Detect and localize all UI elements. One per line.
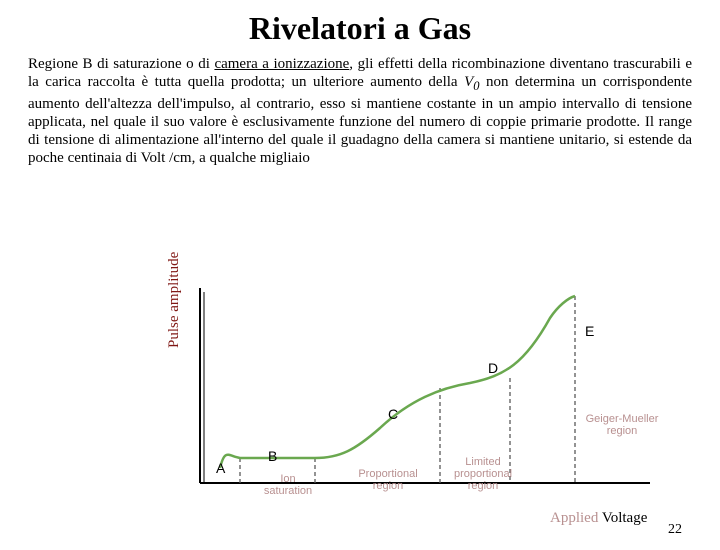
body-paragraph: Regione B di saturazione o di camera a i… xyxy=(28,55,692,168)
label-E: E xyxy=(585,323,594,339)
x-axis-label: Applied Voltage xyxy=(550,510,647,527)
xlabel-applied: Applied xyxy=(550,510,602,526)
region-limited-prop: Limited proportional region xyxy=(448,456,518,492)
text-a: Regione B di saturazione o di xyxy=(28,56,214,72)
region-proportional: Proportional region xyxy=(348,468,428,492)
xlabel-voltage: Voltage xyxy=(602,510,648,526)
label-C: C xyxy=(388,406,398,422)
v0-symbol: V xyxy=(464,74,473,90)
region-ion-saturation: Ion saturation xyxy=(260,473,316,497)
pulse-amplitude-chart: Pulse amplitude A B C D E Ion saturation… xyxy=(180,288,690,540)
label-A: A xyxy=(216,460,225,476)
response-curve xyxy=(220,296,575,468)
y-axis-label: Pulse amplitude xyxy=(166,252,183,348)
chart-svg xyxy=(180,288,690,518)
region-geiger-mueller: Geiger-Mueller region xyxy=(582,413,662,437)
label-D: D xyxy=(488,360,498,376)
page-number: 22 xyxy=(668,522,682,538)
page-title: Rivelatori a Gas xyxy=(0,10,720,47)
text-underlined: camera a ionizzazione xyxy=(214,56,349,72)
label-B: B xyxy=(268,448,277,464)
